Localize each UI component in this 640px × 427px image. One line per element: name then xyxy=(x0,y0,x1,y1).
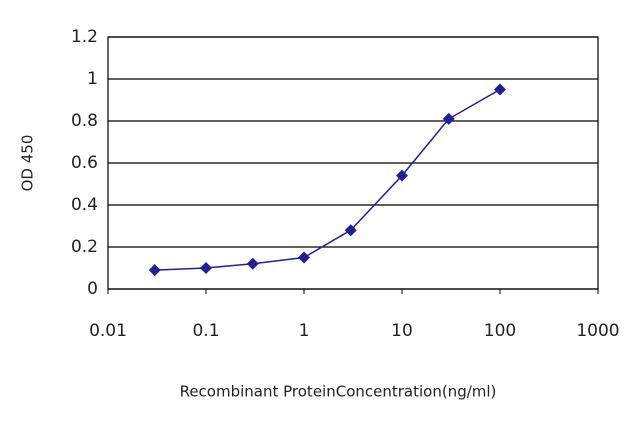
y-tick-label: 0.8 xyxy=(71,111,98,131)
y-tick-label: 0.6 xyxy=(71,153,98,173)
y-tick-label: 0.2 xyxy=(71,237,98,257)
y-axis-label: OD 450 xyxy=(19,135,37,192)
y-tick-label: 1.2 xyxy=(71,27,98,47)
x-tick-label: 0.01 xyxy=(89,321,127,341)
x-tick-label: 100 xyxy=(484,321,516,341)
data-point xyxy=(246,257,259,270)
data-point xyxy=(344,224,357,237)
x-axis-label: Recombinant ProteinConcentration(ng/ml) xyxy=(180,383,497,401)
x-tick-label: 1 xyxy=(299,321,310,341)
y-tick-label: 0 xyxy=(87,279,98,299)
x-tick-label: 10 xyxy=(391,321,413,341)
data-line xyxy=(154,88,501,271)
data-point xyxy=(200,262,212,274)
y-tick-label: 0.4 xyxy=(71,195,98,215)
data-point xyxy=(494,83,506,96)
y-tick-label: 1 xyxy=(87,69,98,89)
data-point xyxy=(148,264,161,277)
data-point xyxy=(396,169,408,182)
data-point xyxy=(442,112,455,125)
x-tick-label: 1000 xyxy=(576,321,619,341)
data-point xyxy=(298,251,310,264)
x-tick-label: 0.1 xyxy=(192,321,219,341)
